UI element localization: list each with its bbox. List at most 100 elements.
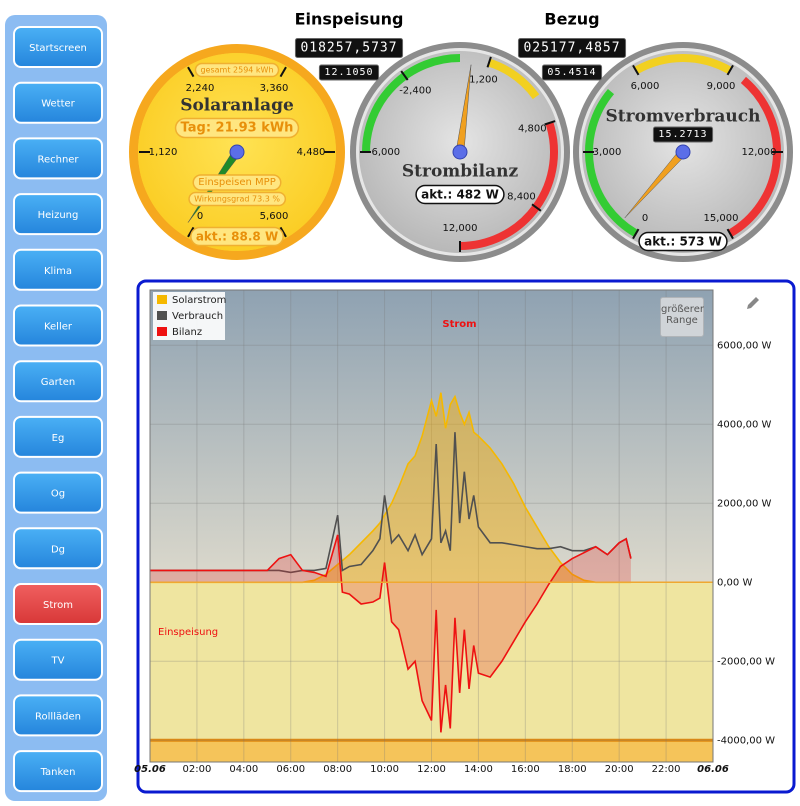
nav-button-label[interactable]: Garten bbox=[41, 377, 75, 388]
gauge-tick bbox=[279, 226, 287, 238]
gauge-title: Stromverbrauch bbox=[606, 107, 761, 127]
subcounter: 12.1050 bbox=[324, 67, 373, 78]
nav-button-bg[interactable] bbox=[13, 81, 103, 124]
nav-button-label[interactable]: Klima bbox=[44, 266, 72, 277]
label-background bbox=[415, 184, 505, 205]
nav-button-label[interactable]: Strom bbox=[43, 600, 73, 611]
gauge-title: Solaranlage bbox=[180, 96, 294, 116]
gauge-texts: gesamt 2594 kWh Solaranlage Tag: 21.93 k… bbox=[180, 66, 760, 249]
label-background bbox=[652, 126, 714, 143]
gauge-tick bbox=[632, 228, 640, 240]
nav-button[interactable]: Strom bbox=[13, 583, 103, 625]
heading: Einspeisung bbox=[295, 10, 404, 29]
nav-button[interactable]: Klima bbox=[13, 248, 103, 291]
range-button[interactable]: größerer Range bbox=[660, 297, 704, 337]
nav-button-bg[interactable] bbox=[13, 415, 103, 458]
gauge-tick-label: 12,000 bbox=[742, 147, 777, 158]
gauge-tick bbox=[400, 70, 409, 81]
plot-lower-bg bbox=[150, 582, 713, 762]
label-background bbox=[541, 64, 603, 81]
gauge-value-label: akt.: 88.8 W bbox=[196, 230, 278, 244]
series-line bbox=[150, 534, 632, 733]
nav-button-bg[interactable] bbox=[13, 750, 103, 793]
gauge-tick-label: -2,400 bbox=[399, 86, 431, 97]
gauge-title: Strombilanz bbox=[402, 162, 519, 182]
gauge-tick-label: 1,120 bbox=[149, 147, 178, 158]
nav-button-bg[interactable] bbox=[13, 137, 103, 180]
x-tick-label: 12:00 bbox=[417, 764, 446, 775]
nav-button-label[interactable]: Tanken bbox=[40, 767, 76, 778]
gauge-tick-label: 0 bbox=[197, 211, 203, 222]
gauge-tick-label: 8,400 bbox=[507, 192, 536, 203]
series-area bbox=[150, 392, 631, 583]
label-background bbox=[517, 38, 627, 58]
nav-button-label[interactable]: Rechner bbox=[37, 154, 79, 165]
gauge-hub bbox=[675, 144, 691, 160]
legend-swatch bbox=[157, 295, 167, 304]
nav-button[interactable]: Dg bbox=[13, 527, 103, 570]
nav-button-label[interactable]: Wetter bbox=[41, 99, 75, 110]
x-tick-label: 20:00 bbox=[605, 764, 634, 775]
nav-button-label[interactable]: Keller bbox=[44, 322, 73, 333]
nav-button[interactable]: Og bbox=[13, 471, 103, 514]
nav-button-bg[interactable] bbox=[13, 583, 103, 625]
nav-button[interactable]: Wetter bbox=[13, 81, 103, 124]
nav-button[interactable]: Rechner bbox=[13, 137, 103, 180]
y-tick-label: -2000,00 W bbox=[717, 656, 775, 667]
nav-button-bg[interactable] bbox=[13, 248, 103, 291]
nav-button-bg[interactable] bbox=[13, 471, 103, 514]
legend-swatch bbox=[157, 311, 167, 320]
gauge-tick-label: 12,000 bbox=[443, 223, 478, 234]
nav-button[interactable]: Garten bbox=[13, 360, 103, 403]
nav-button[interactable]: Tanken bbox=[13, 750, 103, 793]
nav-button-bg[interactable] bbox=[13, 193, 103, 236]
x-tick-label: 16:00 bbox=[511, 764, 540, 775]
nav-button-bg[interactable] bbox=[13, 638, 103, 681]
gauge-tick bbox=[486, 56, 492, 68]
nav-button-label[interactable]: Dg bbox=[51, 544, 65, 555]
y-tick-label: 2000,00 W bbox=[717, 498, 772, 509]
gauge-band bbox=[727, 76, 781, 237]
gauge-counter: 15.2713 bbox=[658, 129, 707, 140]
nav-button-bg[interactable] bbox=[13, 694, 103, 737]
nav-button-label[interactable]: TV bbox=[51, 656, 65, 667]
nav-button-bg[interactable] bbox=[13, 304, 103, 347]
label-background bbox=[190, 226, 284, 247]
label-backgrounds bbox=[174, 38, 728, 252]
y-tick-label: 4000,00 W bbox=[717, 419, 772, 430]
gauge-band bbox=[487, 58, 540, 100]
gauge-tick bbox=[632, 64, 640, 76]
nav-button-label[interactable]: Og bbox=[51, 489, 65, 500]
gauge-tick-label: 15,000 bbox=[704, 213, 739, 224]
gauge-tick-label: 3,360 bbox=[260, 83, 289, 94]
nav-button[interactable]: Startscreen bbox=[13, 26, 103, 68]
gauge-tick bbox=[726, 228, 734, 240]
y-tick-label: -4000,00 W bbox=[717, 735, 775, 746]
series-area bbox=[150, 534, 631, 733]
nav-button-bg[interactable] bbox=[13, 527, 103, 570]
nav-button[interactable]: TV bbox=[13, 638, 103, 681]
nav-button-bg[interactable] bbox=[13, 360, 103, 403]
series-line bbox=[150, 432, 632, 574]
nav-button[interactable]: Eg bbox=[13, 415, 103, 458]
nav-button-label[interactable]: Startscreen bbox=[29, 43, 87, 54]
annotation: Einspeisung bbox=[158, 627, 218, 638]
edit-icon[interactable] bbox=[747, 297, 759, 309]
nav-button-label[interactable]: Rollläden bbox=[35, 711, 81, 722]
plot-border bbox=[149, 289, 714, 763]
nav-button[interactable]: Heizung bbox=[13, 193, 103, 236]
label-background bbox=[638, 231, 728, 252]
nav-button-bg[interactable] bbox=[13, 26, 103, 68]
nav-button[interactable]: Rollläden bbox=[13, 694, 103, 737]
x-tick-label: 22:00 bbox=[652, 764, 681, 775]
gauge-tick bbox=[279, 66, 287, 78]
gauge-value-label: akt.: 482 W bbox=[421, 188, 499, 202]
nav-button[interactable]: Keller bbox=[13, 304, 103, 347]
nav-button-label[interactable]: Eg bbox=[52, 433, 65, 444]
x-tick-label: 02:00 bbox=[183, 764, 212, 775]
nav-button-label[interactable]: Heizung bbox=[38, 210, 79, 221]
sidebar bbox=[5, 15, 107, 801]
label-background bbox=[318, 64, 380, 81]
